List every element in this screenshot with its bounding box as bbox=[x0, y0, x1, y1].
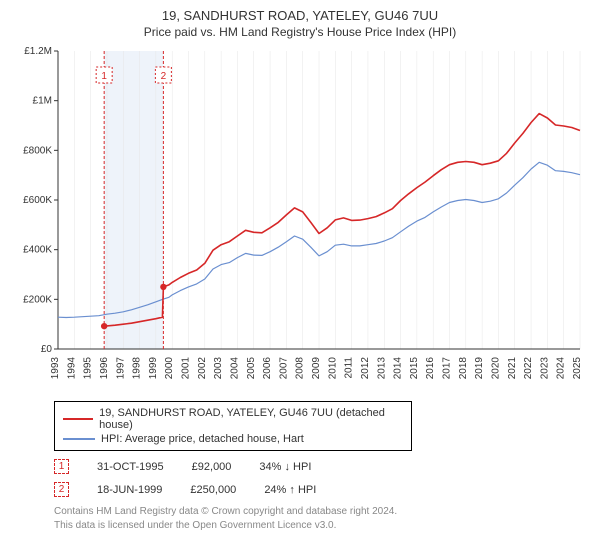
footer-line-1: Contains HM Land Registry data © Crown c… bbox=[54, 505, 588, 519]
legend: 19, SANDHURST ROAD, YATELEY, GU46 7UU (d… bbox=[54, 401, 412, 451]
legend-row-property: 19, SANDHURST ROAD, YATELEY, GU46 7UU (d… bbox=[63, 406, 403, 432]
svg-text:2015: 2015 bbox=[409, 357, 420, 380]
svg-text:2: 2 bbox=[161, 71, 167, 82]
svg-text:1995: 1995 bbox=[83, 357, 94, 380]
svg-text:2010: 2010 bbox=[327, 357, 338, 380]
sale-price: £250,000 bbox=[190, 484, 236, 496]
svg-text:2006: 2006 bbox=[262, 357, 273, 380]
svg-text:2000: 2000 bbox=[164, 357, 175, 380]
svg-text:1998: 1998 bbox=[132, 357, 143, 380]
footer-line-2: This data is licensed under the Open Gov… bbox=[54, 519, 588, 533]
svg-text:2025: 2025 bbox=[572, 357, 583, 380]
svg-text:2016: 2016 bbox=[425, 357, 436, 380]
svg-text:2024: 2024 bbox=[556, 357, 567, 380]
svg-text:2023: 2023 bbox=[539, 357, 550, 380]
svg-text:2008: 2008 bbox=[295, 357, 306, 380]
svg-text:£0: £0 bbox=[41, 344, 53, 355]
sale-price: £92,000 bbox=[192, 461, 232, 473]
svg-text:1993: 1993 bbox=[50, 357, 61, 380]
sale-marker-badge: 1 bbox=[54, 459, 69, 474]
svg-text:2002: 2002 bbox=[197, 357, 208, 380]
svg-text:2004: 2004 bbox=[229, 357, 240, 380]
svg-text:2017: 2017 bbox=[442, 357, 453, 380]
svg-text:2021: 2021 bbox=[507, 357, 518, 380]
svg-text:2003: 2003 bbox=[213, 357, 224, 380]
sale-date: 31-OCT-1995 bbox=[97, 461, 164, 473]
svg-text:1997: 1997 bbox=[115, 357, 126, 380]
svg-text:£800K: £800K bbox=[23, 145, 52, 156]
svg-text:2005: 2005 bbox=[246, 357, 257, 380]
svg-text:£600K: £600K bbox=[23, 195, 52, 206]
chart-title: 19, SANDHURST ROAD, YATELEY, GU46 7UU bbox=[12, 8, 588, 23]
legend-swatch-property bbox=[63, 418, 93, 420]
legend-label-property: 19, SANDHURST ROAD, YATELEY, GU46 7UU (d… bbox=[99, 407, 403, 431]
sales-table: 1 31-OCT-1995 £92,000 34% ↓ HPI 2 18-JUN-1999… bbox=[54, 459, 588, 497]
legend-swatch-hpi bbox=[63, 438, 95, 440]
legend-label-hpi: HPI: Average price, detached house, Hart bbox=[101, 433, 304, 445]
svg-text:2019: 2019 bbox=[474, 357, 485, 380]
svg-text:1999: 1999 bbox=[148, 357, 159, 380]
chart-area: 1993 1994 1995 1996 1997 1998 1999 2000 2001 2002… bbox=[12, 45, 588, 395]
sale-vs-hpi: 34% ↓ HPI bbox=[259, 461, 311, 473]
svg-text:2020: 2020 bbox=[490, 357, 501, 380]
svg-text:£1M: £1M bbox=[33, 96, 52, 107]
svg-text:2022: 2022 bbox=[523, 357, 534, 380]
svg-text:2012: 2012 bbox=[360, 357, 371, 380]
chart-subtitle: Price paid vs. HM Land Registry's House … bbox=[12, 25, 588, 39]
svg-text:£400K: £400K bbox=[23, 245, 52, 256]
svg-text:1996: 1996 bbox=[99, 357, 110, 380]
line-chart-svg: 1993 1994 1995 1996 1997 1998 1999 2000 2001 2002… bbox=[12, 45, 588, 395]
svg-text:2014: 2014 bbox=[393, 357, 404, 380]
sale-date: 18-JUN-1999 bbox=[97, 484, 162, 496]
legend-row-hpi: HPI: Average price, detached house, Hart bbox=[63, 432, 403, 446]
sale-vs-hpi: 24% ↑ HPI bbox=[264, 484, 316, 496]
svg-text:2018: 2018 bbox=[458, 357, 469, 380]
svg-text:2009: 2009 bbox=[311, 357, 322, 380]
sale-row: 2 18-JUN-1999 £250,000 24% ↑ HPI bbox=[54, 482, 588, 497]
svg-text:2007: 2007 bbox=[278, 357, 289, 380]
svg-text:2011: 2011 bbox=[344, 357, 355, 379]
svg-text:1: 1 bbox=[101, 71, 107, 82]
footer: Contains HM Land Registry data © Crown c… bbox=[54, 505, 588, 533]
svg-text:1994: 1994 bbox=[66, 357, 77, 380]
sale-row: 1 31-OCT-1995 £92,000 34% ↓ HPI bbox=[54, 459, 588, 474]
svg-text:2001: 2001 bbox=[181, 357, 192, 380]
svg-text:£200K: £200K bbox=[23, 294, 52, 305]
sale-marker-badge: 2 bbox=[54, 482, 69, 497]
svg-text:2013: 2013 bbox=[376, 357, 387, 380]
svg-text:£1.2M: £1.2M bbox=[24, 46, 52, 57]
